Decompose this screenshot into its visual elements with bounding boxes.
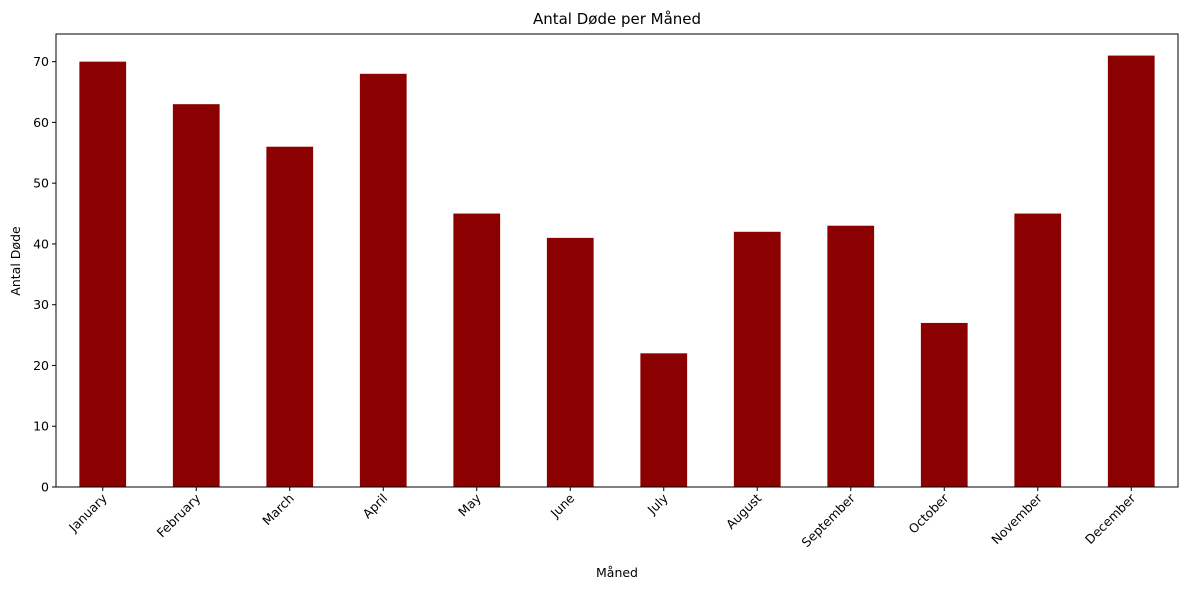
y-tick-label: 30 [33,297,49,312]
bar-march [266,146,314,487]
x-tick-label: June [547,490,578,521]
bar-october [920,322,968,487]
y-axis-label: Antal Døde [8,226,23,296]
bar-november [1014,213,1062,487]
x-axis-label: Måned [596,565,638,580]
x-tick-label: August [723,490,765,532]
x-tick-label: January [65,490,110,535]
x-tick-label: March [259,491,297,529]
x-tick-label: May [455,490,484,519]
plot-frame [55,33,1179,488]
bar-june [546,237,594,487]
y-tick-label: 50 [33,176,49,191]
bar-september [827,225,875,487]
bar-april [359,73,407,487]
bar-december [1107,55,1155,487]
x-tick-label: October [905,490,952,537]
y-axis: 0 10 20 30 40 50 60 70 [33,54,56,495]
x-tick-label: November [988,490,1045,547]
y-tick-label: 40 [33,236,49,251]
y-tick-label: 10 [33,419,49,434]
bar-february [172,104,220,487]
x-tick-label: April [360,491,391,522]
y-tick-label: 20 [33,358,49,373]
x-tick-label: July [644,490,672,518]
y-tick-label: 60 [33,115,49,130]
x-tick-label: December [1082,490,1139,547]
x-tick-label: September [798,490,858,550]
bar-may [453,213,501,487]
bar-august [733,231,781,487]
y-tick-label: 70 [33,54,49,69]
bars [79,55,1155,487]
bar-january [79,61,127,487]
x-axis: January February March April May June July Augu… [65,487,1139,550]
x-tick-label: February [154,490,204,540]
chart-title: Antal Døde per Måned [533,10,701,28]
y-tick-label: 0 [41,480,49,495]
bar-july [640,353,688,487]
